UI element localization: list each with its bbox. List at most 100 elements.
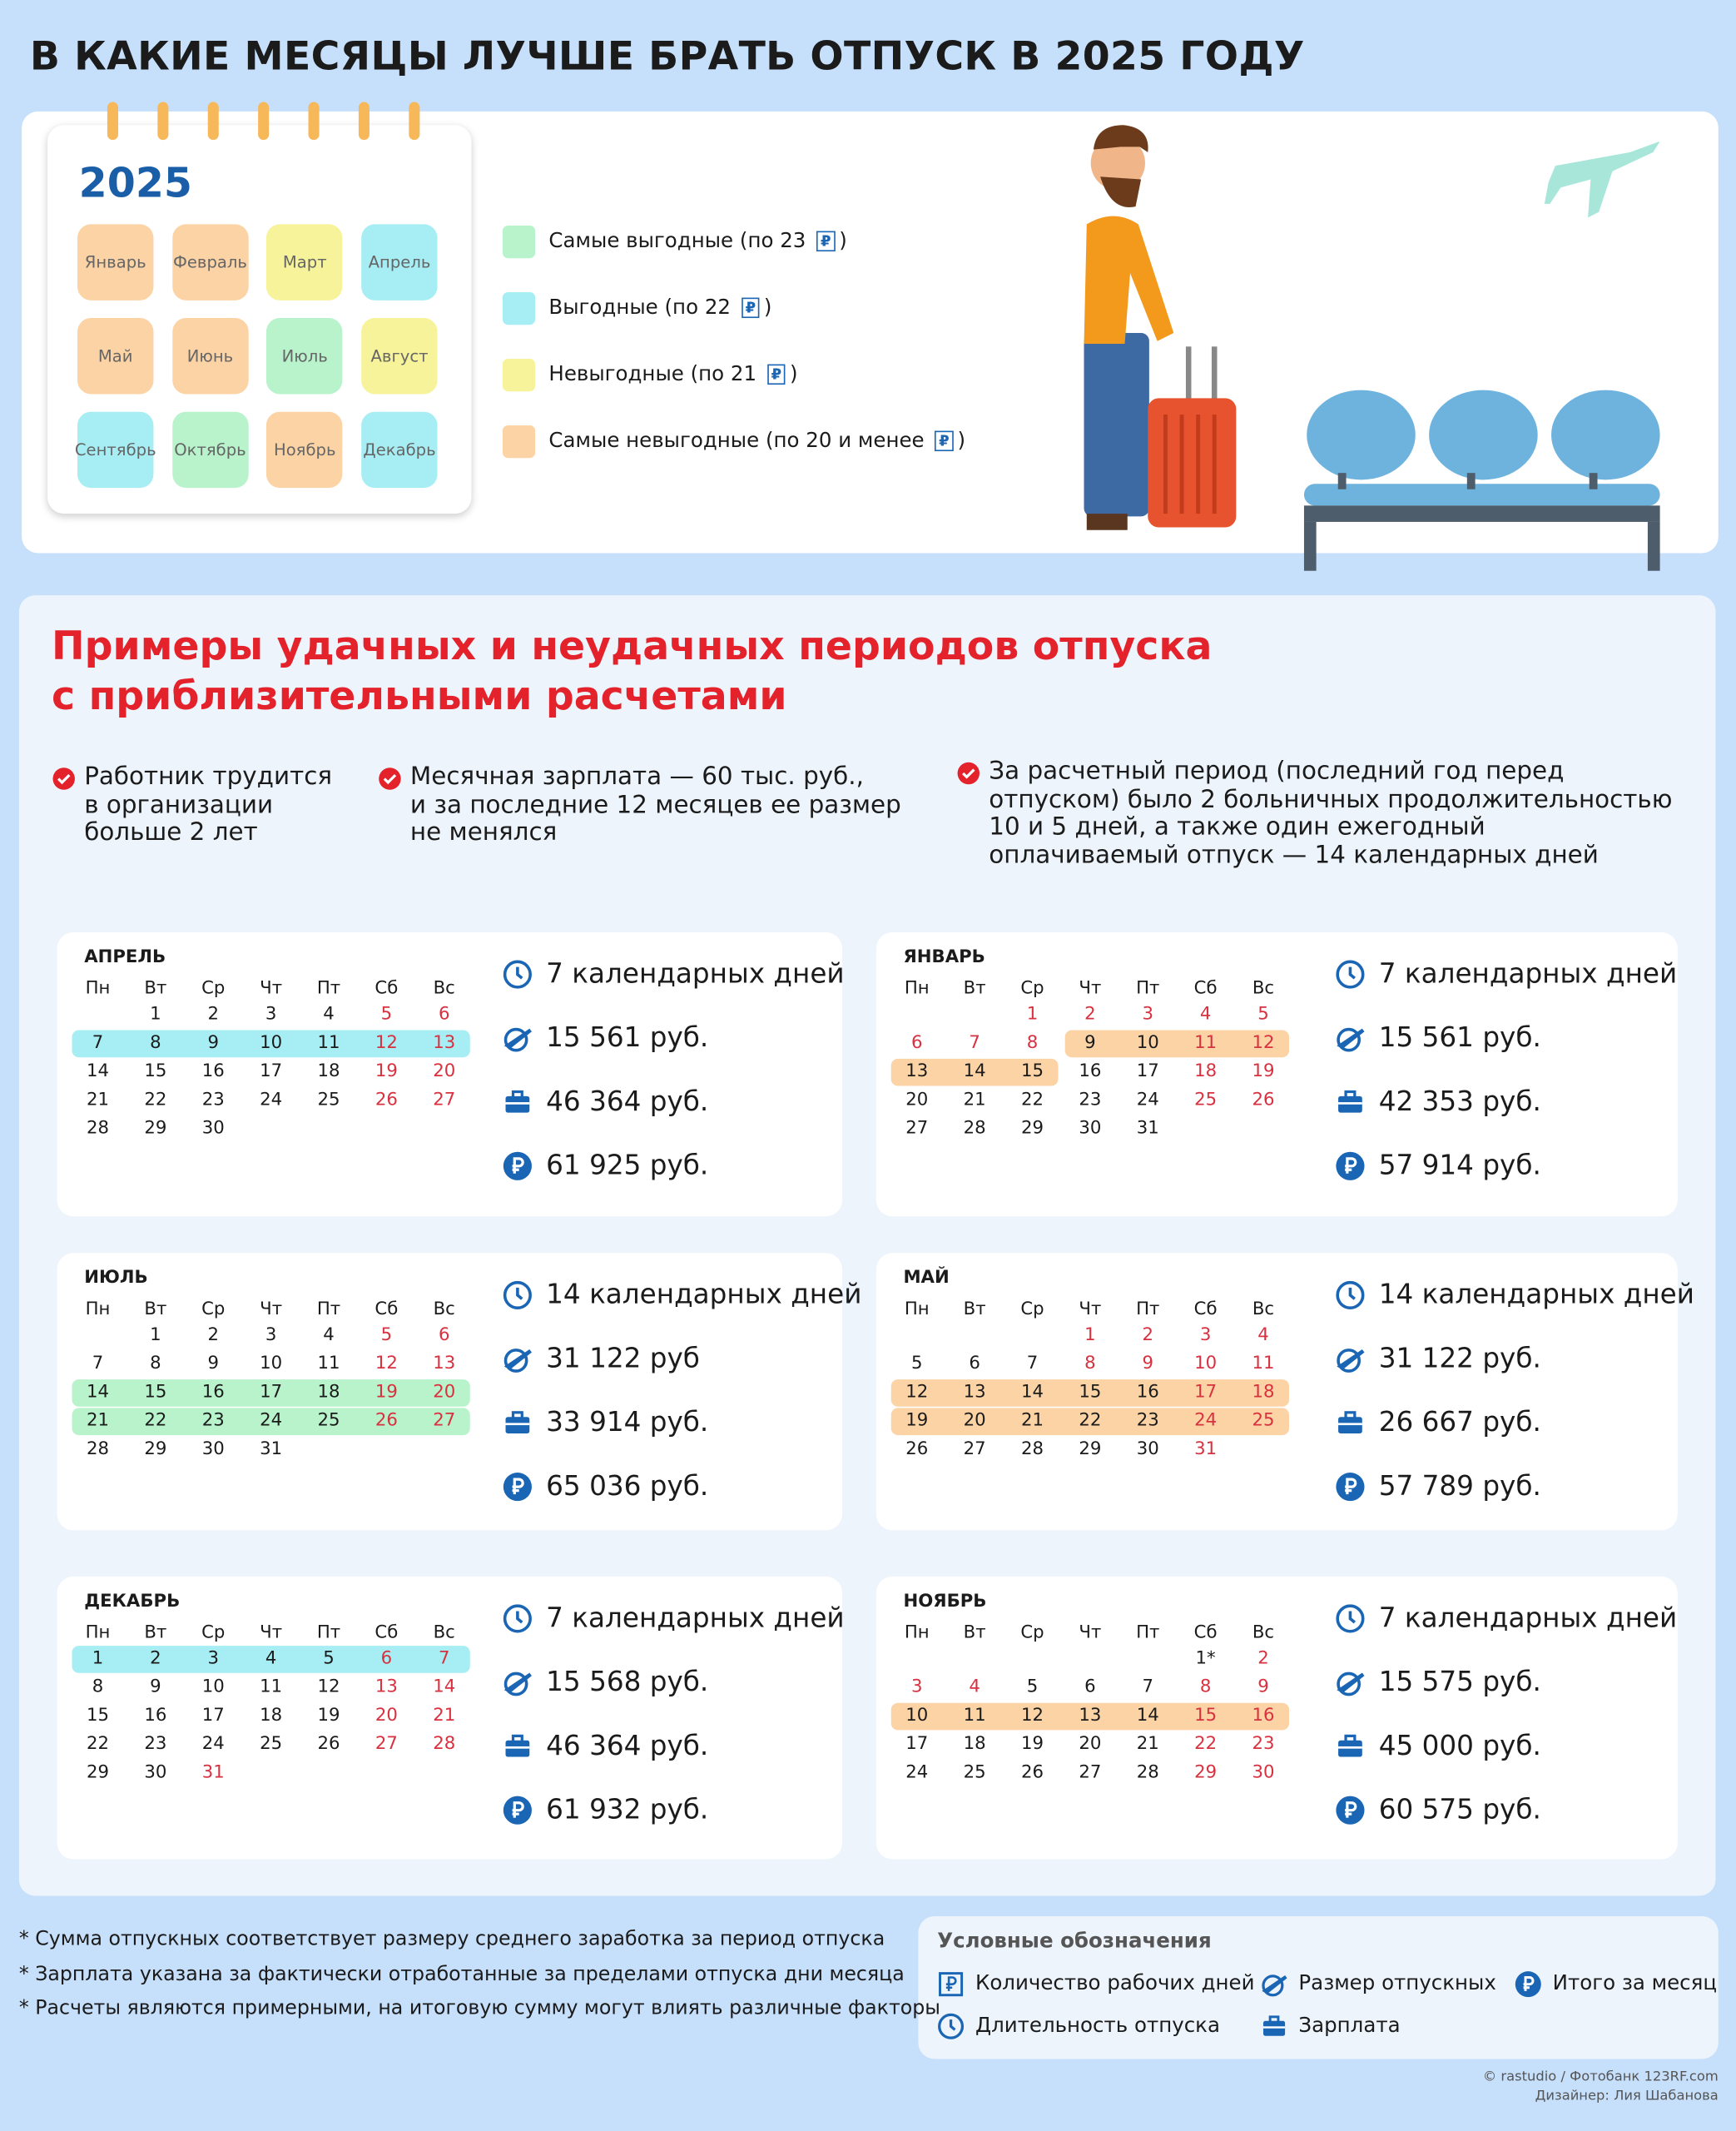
stat: 57 789 руб.: [1378, 1468, 1541, 1503]
weekday: Сб: [374, 1299, 399, 1320]
month-name: ЯНВАРЬ: [903, 946, 985, 968]
day: 29: [1079, 1438, 1102, 1460]
day: 14: [433, 1676, 456, 1698]
period-band: [72, 1030, 470, 1058]
weekday: Ср: [1020, 1622, 1044, 1643]
day: 15: [144, 1061, 167, 1082]
day: 8: [92, 1676, 104, 1698]
stat: 45 000 руб.: [1378, 1728, 1541, 1761]
day: 18: [1252, 1382, 1275, 1403]
day: 26: [1020, 1762, 1044, 1784]
icon-clock: [503, 1280, 533, 1315]
day: 26: [905, 1438, 929, 1460]
icon: [1337, 1349, 1365, 1373]
legend-icon-label: Количество рабочих дней: [975, 1970, 1255, 1995]
day: 17: [1136, 1061, 1159, 1082]
icon: [505, 1090, 530, 1113]
day: 18: [260, 1705, 283, 1726]
weekday: Пн: [85, 978, 111, 999]
weekday: Чт: [1079, 1622, 1102, 1643]
day: 26: [1252, 1090, 1275, 1110]
stat: 31 122 руб: [546, 1341, 700, 1374]
day: 2: [207, 1004, 220, 1026]
day: 13: [905, 1061, 929, 1082]
day: 12: [1252, 1032, 1275, 1054]
period-band: [1064, 1030, 1289, 1058]
weekday: Пт: [316, 1299, 341, 1320]
day: 14: [963, 1061, 986, 1082]
condition: отпуском) было 2 больничных продолжитель…: [989, 784, 1673, 814]
stat: 31 122 руб.: [1378, 1341, 1541, 1374]
day: 31: [260, 1438, 283, 1460]
month-tile: Январь: [77, 224, 154, 301]
icon-check: [378, 767, 402, 797]
legend-box: [918, 1916, 1719, 2059]
weekday: Пт: [1136, 1299, 1160, 1320]
day: 1: [1084, 1324, 1096, 1346]
icon: [939, 1972, 964, 1997]
day: 2: [1084, 1004, 1096, 1026]
icon-clock: [503, 960, 533, 995]
day: 24: [260, 1090, 283, 1110]
period-band: [890, 1379, 1289, 1407]
year: 2025: [78, 160, 192, 208]
day: 20: [433, 1382, 456, 1403]
weekday: Пт: [1136, 1622, 1160, 1643]
icon-clock: [1335, 960, 1365, 995]
stat: 15 561 руб.: [546, 1021, 709, 1054]
weekday: Сб: [1193, 978, 1218, 999]
weekday: Сб: [1193, 1299, 1218, 1320]
day: 11: [1194, 1032, 1218, 1054]
day: 21: [87, 1090, 110, 1110]
month-tile: Июль: [266, 318, 343, 395]
day: 19: [1020, 1734, 1044, 1755]
day: 29: [1194, 1762, 1218, 1784]
icon: [957, 762, 980, 785]
day: 14: [1020, 1382, 1044, 1403]
icon: [503, 1280, 532, 1309]
weekday: Вс: [1252, 978, 1275, 999]
day: 27: [1079, 1762, 1102, 1784]
day: 30: [201, 1438, 225, 1460]
day: 27: [963, 1438, 986, 1460]
weekday: Вс: [1252, 1622, 1275, 1643]
icon-clock: [937, 2013, 965, 2045]
legend-label: Самые выгодные (по 23 ₽): [548, 228, 847, 253]
rings: [107, 102, 420, 141]
footnote: * Зарплата указана за фактически отработ…: [18, 1963, 905, 1985]
weekday: Сб: [374, 1622, 399, 1643]
day: 21: [1136, 1734, 1159, 1755]
stat: 65 036 руб.: [546, 1468, 709, 1503]
day: 21: [433, 1705, 456, 1726]
day: 7: [438, 1648, 450, 1669]
icon-check: [52, 767, 76, 797]
icon: [505, 1411, 530, 1433]
day: 13: [963, 1382, 986, 1403]
day: 29: [87, 1762, 110, 1784]
icon-clock: [503, 1604, 533, 1639]
month-name: АПРЕЛЬ: [84, 946, 166, 968]
stat: 33 914 руб.: [546, 1405, 709, 1438]
icon-box: [937, 1970, 965, 2003]
icon: [503, 1473, 532, 1502]
day: 24: [1194, 1410, 1218, 1432]
period-band: [890, 1408, 1289, 1436]
icon: [1262, 1975, 1287, 1997]
weekday: Ср: [201, 978, 226, 999]
legend-label: Невыгодные (по 21 ₽): [548, 361, 798, 386]
weekday: Сб: [1193, 1622, 1218, 1643]
icon-rub: [1515, 1970, 1542, 2003]
day: 3: [911, 1676, 923, 1698]
stat: 15 568 руб.: [546, 1664, 709, 1698]
month-name: ДЕКАБРЬ: [84, 1591, 181, 1612]
day: 21: [1020, 1410, 1044, 1432]
day: 10: [260, 1354, 283, 1374]
icon: [1336, 1280, 1365, 1309]
day: 1: [150, 1324, 161, 1346]
day: 7: [92, 1354, 104, 1374]
day: 29: [144, 1118, 167, 1140]
period-band: [890, 1058, 1059, 1086]
day: 16: [1079, 1061, 1102, 1082]
title: В КАКИЕ МЕСЯЦЫ ЛУЧШЕ БРАТЬ ОТПУСК В 2025…: [29, 32, 1305, 79]
day: 26: [317, 1734, 340, 1755]
